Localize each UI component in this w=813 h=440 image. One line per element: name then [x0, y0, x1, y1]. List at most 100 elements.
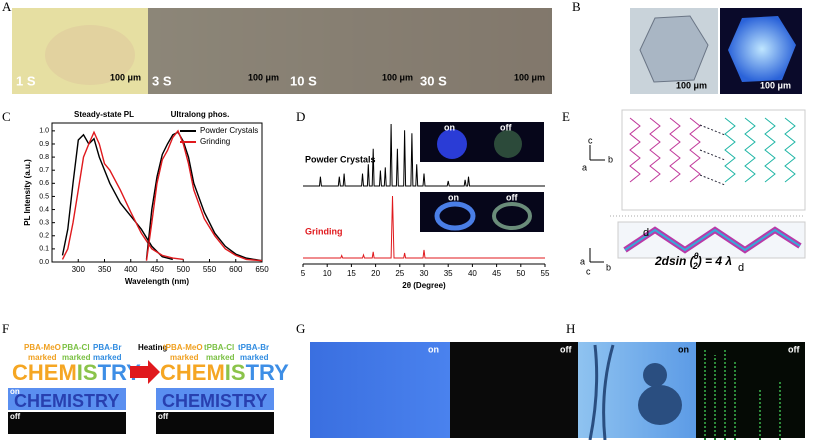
x-tick-label: 35	[444, 269, 453, 278]
photo-label: off	[788, 344, 800, 354]
marker-name: PBA-Br	[93, 343, 121, 352]
scale-bar: 100 μm	[514, 72, 545, 82]
time-label: 1 S	[16, 73, 36, 88]
crystal	[728, 16, 796, 82]
word-part: IS	[77, 360, 98, 385]
marker-note: marked	[240, 353, 269, 362]
x-tick-label: 600	[229, 265, 243, 274]
axis-label: c	[586, 266, 591, 276]
axis-label: b	[606, 262, 611, 272]
marker-name: PBA-Cl	[62, 343, 90, 352]
equation-part: 2dsin (	[654, 254, 696, 268]
equation-part: θ	[694, 251, 699, 261]
scale-bar: 100 μm	[110, 72, 141, 82]
series-line	[61, 133, 173, 261]
micrograph	[148, 8, 552, 94]
marker-note: marked	[170, 353, 199, 362]
scale-bar: 100 μm	[760, 80, 791, 90]
x-tick-label: 50	[516, 269, 525, 278]
word-glow: CHEMISTRY	[162, 391, 267, 411]
x-tick-label: 40	[468, 269, 477, 278]
marker-name: tPBA-Br	[238, 343, 269, 352]
panel-letter: F	[2, 321, 9, 336]
photo-label: on	[678, 344, 689, 354]
photo-off	[696, 342, 805, 438]
word: CHEMISTRY	[160, 360, 289, 385]
y-tick-label: 0.1	[39, 246, 49, 253]
y-tick-label: 0.7	[39, 167, 49, 174]
photo-label: on	[428, 344, 439, 354]
equation-part: ) = 4 λ	[696, 254, 732, 268]
x-axis-label: 2θ (Degree)	[402, 281, 446, 290]
x-tick-label: 45	[492, 269, 501, 278]
inset-label: off	[506, 192, 518, 202]
structure	[624, 228, 801, 252]
marker-name: PBA-MeO	[24, 343, 61, 352]
y-tick-label: 0.0	[39, 259, 49, 266]
axis-label: b	[608, 154, 613, 164]
equation-part: 2	[692, 261, 698, 271]
structure-image	[621, 109, 806, 211]
x-tick-label: 30	[420, 269, 429, 278]
series-line	[145, 129, 263, 262]
marker-note: marked	[62, 353, 91, 362]
panel-letter: A	[2, 0, 12, 14]
annotation: Ultralong phos.	[171, 110, 230, 119]
photo-label: off	[560, 344, 572, 354]
legend-label: Powder Crystals	[200, 126, 258, 135]
series-label: Grinding	[305, 226, 343, 236]
inset-label: on	[444, 122, 455, 132]
y-tick-label: 0.3	[39, 220, 49, 227]
scale-bar: 100 μm	[382, 72, 413, 82]
panel-letter: B	[572, 0, 581, 14]
arrow-label: Heating	[138, 343, 167, 352]
photo-off	[156, 412, 274, 434]
x-tick-label: 450	[150, 265, 164, 274]
photo-on	[156, 388, 274, 410]
time-label: 3 S	[152, 73, 172, 88]
marker-note: marked	[93, 353, 122, 362]
x-tick-label: 500	[177, 265, 191, 274]
inset-photo	[494, 130, 522, 158]
word-glow: CHEMISTRY	[14, 391, 119, 411]
series-label: Powder Crystals	[305, 154, 376, 164]
word: CHEMISTRY	[12, 360, 141, 385]
x-tick-label: 55	[541, 269, 550, 278]
scale-bar: 100 μm	[676, 80, 707, 90]
marker-name: tPBA-Cl	[204, 343, 234, 352]
series-line	[303, 195, 545, 259]
arrow	[130, 360, 160, 384]
y-tick-label: 0.2	[39, 233, 49, 240]
axis-label: a	[582, 162, 587, 172]
x-tick-label: 10	[323, 269, 332, 278]
series-line	[145, 131, 263, 262]
y-axis-label: PL Intensity (a.u.)	[23, 159, 32, 226]
x-tick-label: 300	[72, 265, 86, 274]
photo-off	[450, 342, 580, 438]
photo-on	[310, 342, 450, 438]
time-label: 30 S	[420, 73, 447, 88]
photo-label: on	[10, 387, 20, 396]
drawing	[643, 363, 667, 387]
photo-label: off	[158, 412, 169, 421]
word-part: TRY	[246, 360, 290, 385]
marker-note: marked	[206, 353, 235, 362]
y-tick-label: 0.4	[39, 206, 49, 213]
x-tick-label: 350	[98, 265, 112, 274]
micrograph	[45, 25, 135, 85]
panel-letter: E	[562, 109, 570, 124]
inset-photo	[492, 202, 532, 230]
structure	[629, 117, 796, 186]
plot-frame	[51, 122, 263, 263]
axis-label: a	[580, 256, 585, 266]
y-tick-label: 0.5	[39, 193, 49, 200]
inset-label: on	[448, 192, 459, 202]
x-tick-label: 550	[203, 265, 217, 274]
word-part: CHEM	[12, 360, 77, 385]
scale-bar: 100 μm	[248, 72, 279, 82]
x-tick-label: 25	[395, 269, 404, 278]
legend-label: Grinding	[200, 137, 230, 146]
y-tick-label: 0.8	[39, 154, 49, 161]
drawing	[638, 385, 682, 425]
